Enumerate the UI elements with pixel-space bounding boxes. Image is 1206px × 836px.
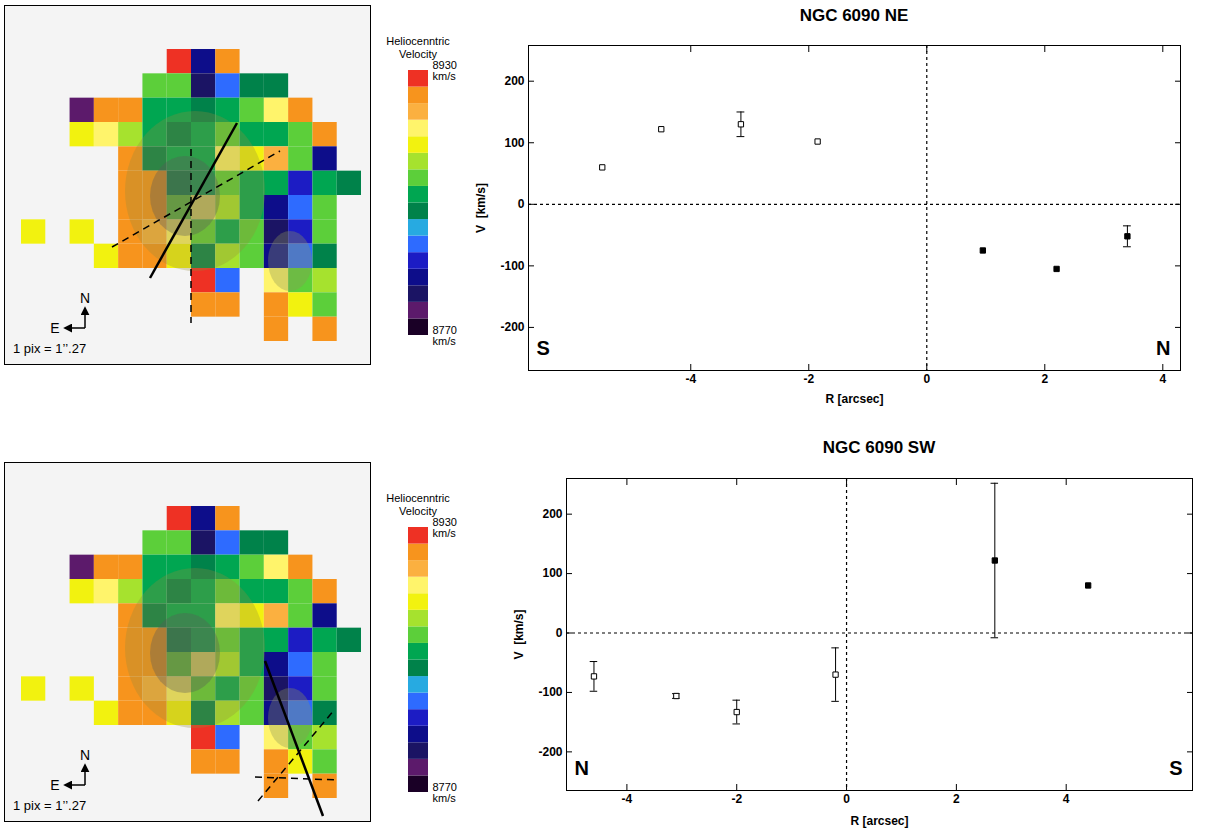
svg-text:0: 0	[843, 792, 850, 806]
svg-text:200: 200	[542, 507, 562, 521]
svg-text:2: 2	[1041, 372, 1048, 386]
svg-text:E: E	[50, 777, 59, 793]
svg-text:4: 4	[1159, 372, 1166, 386]
svg-text:8770km/s: 8770km/s	[433, 781, 457, 804]
svg-text:2: 2	[953, 792, 960, 806]
html-text:NGC 6090 NE: NGC 6090 NE	[799, 6, 909, 25]
svg-text:-200: -200	[500, 320, 524, 334]
svg-text:-100: -100	[500, 259, 524, 273]
svg-text:V [km/s]: V [km/s]	[512, 609, 526, 659]
svg-text:1 pix = 1’’.27: 1 pix = 1’’.27	[13, 341, 86, 356]
svg-text:0: 0	[556, 626, 563, 640]
svg-text:V [km/s]: V [km/s]	[474, 183, 488, 233]
svg-text:4: 4	[1063, 792, 1070, 806]
svg-text:8930km/s: 8930km/s	[433, 59, 457, 82]
svg-text:N: N	[1156, 337, 1170, 359]
svg-text:N: N	[80, 747, 90, 763]
svg-text:100: 100	[504, 136, 524, 150]
svg-text:-2: -2	[803, 372, 814, 386]
svg-text:N: N	[575, 757, 589, 779]
svg-text:R [arcsec]: R [arcsec]	[825, 392, 883, 406]
svg-text:-200: -200	[538, 745, 562, 759]
svg-text:100: 100	[542, 566, 562, 580]
svg-text:-4: -4	[622, 792, 633, 806]
svg-text:-100: -100	[538, 685, 562, 699]
svg-text:R [arcsec]: R [arcsec]	[850, 814, 908, 828]
svg-text:0: 0	[923, 372, 930, 386]
html-text:NGC 6090 SW: NGC 6090 SW	[822, 438, 936, 457]
svg-text:-4: -4	[685, 372, 696, 386]
html-text:Heliocenntric Velocity: Heliocenntric Velocity	[386, 35, 450, 60]
svg-text:200: 200	[504, 74, 524, 88]
svg-text:N: N	[80, 290, 90, 306]
svg-text:8770km/s: 8770km/s	[433, 324, 457, 347]
svg-text:S: S	[1169, 757, 1182, 779]
svg-text:S: S	[537, 337, 550, 359]
svg-text:8930km/s: 8930km/s	[433, 516, 457, 539]
svg-text:-2: -2	[731, 792, 742, 806]
svg-text:1 pix = 1’’.27: 1 pix = 1’’.27	[13, 798, 86, 813]
svg-text:E: E	[50, 320, 59, 336]
html-text:Heliocenntric Velocity: Heliocenntric Velocity	[386, 492, 450, 517]
svg-text:0: 0	[518, 197, 525, 211]
